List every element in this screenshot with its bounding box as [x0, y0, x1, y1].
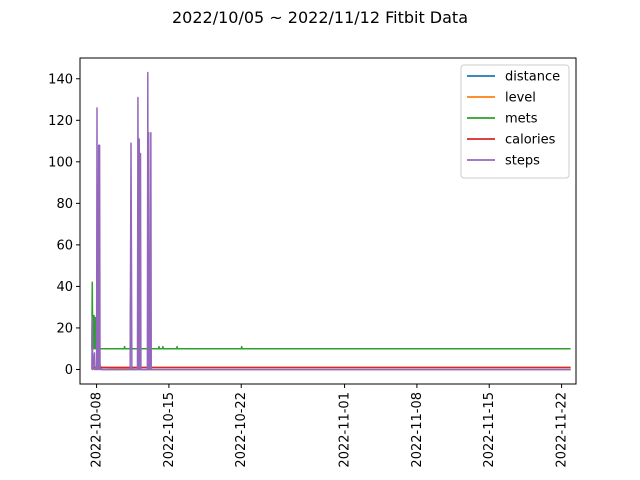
x-tick-label: 2022-11-08: [410, 392, 425, 468]
legend-label-level: level: [505, 91, 536, 106]
chart-title: 2022/10/05 ~ 2022/11/12 Fitbit Data: [171, 8, 469, 27]
x-tick-label: 2022-10-15: [162, 392, 177, 468]
y-tick-label: 80: [56, 197, 73, 212]
x-tick-label: 2022-11-01: [338, 392, 353, 468]
y-tick-label: 20: [56, 321, 73, 336]
series-line-mets: [91, 281, 571, 350]
legend-box: [460, 64, 570, 179]
series-layer: [91, 71, 571, 371]
y-tick-label: 120: [48, 114, 73, 129]
x-tick-label: 2022-10-08: [90, 392, 105, 468]
series-line-steps: [91, 71, 571, 371]
legend: distance level mets calories steps: [460, 64, 570, 179]
x-tick-label: 2022-10-22: [234, 392, 249, 468]
axes-layer: 0 20 40 60 80 100 120 140 2022-10-08 2022-10-15 20…: [48, 57, 577, 468]
y-tick-label: 0: [65, 363, 73, 378]
y-tick-label: 140: [48, 72, 73, 87]
legend-label-steps: steps: [505, 154, 540, 169]
x-tick-label: 2022-11-22: [555, 392, 570, 468]
legend-label-calories: calories: [505, 133, 556, 148]
legend-label-distance: distance: [505, 70, 560, 85]
x-tick-label: 2022-11-15: [482, 392, 497, 468]
y-tick-label: 40: [56, 280, 73, 295]
plot-frame: [79, 57, 577, 385]
legend-label-mets: mets: [505, 112, 538, 127]
y-tick-label: 60: [56, 238, 73, 253]
y-tick-label: 100: [48, 155, 73, 170]
